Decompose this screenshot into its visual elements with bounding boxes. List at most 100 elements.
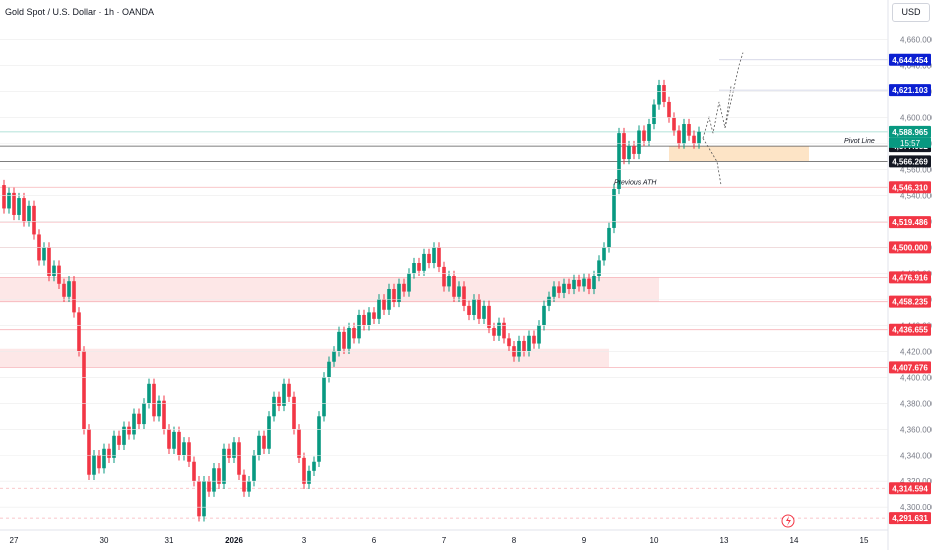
candle-body [617, 133, 621, 189]
candle-body [327, 361, 331, 378]
candle-body [362, 314, 366, 326]
candle-body [72, 281, 76, 313]
price-axis: 4,300.000 4,320.000 4,340.000 4,360.000 4,38… [0, 36, 932, 512]
price-badge-label: 4,546.310 [892, 183, 928, 192]
candle-body [672, 117, 676, 131]
candle-body [657, 85, 661, 105]
candle-body [407, 273, 411, 292]
candle-body [157, 400, 161, 417]
candle-body [182, 442, 186, 456]
candle-body [492, 327, 496, 336]
candle-body [422, 253, 426, 271]
x-tick-label: 2026 [225, 536, 243, 545]
candle-body [697, 131, 701, 144]
price-badge [889, 323, 931, 336]
projection-path [702, 86, 732, 139]
candle-body [622, 133, 626, 160]
candle-body [202, 481, 206, 517]
y-tick-label: 4,540.000 [900, 191, 932, 200]
annotation-label: Pivot Line [844, 138, 875, 145]
candle-body [537, 325, 541, 344]
candle-body [227, 448, 231, 458]
candle-body [207, 481, 211, 492]
candle-body [47, 247, 51, 276]
level-lines-layer [0, 59, 888, 519]
candle-body [82, 351, 86, 430]
candle-body [472, 299, 476, 315]
x-tick-label: 27 [10, 536, 19, 545]
price-badge-label: 4,458.235 [892, 298, 928, 307]
candle-body [92, 455, 96, 475]
candle-body [147, 383, 151, 404]
candle-body [687, 124, 691, 136]
candle-body [457, 286, 461, 297]
candle-body [212, 468, 216, 492]
candle-body [392, 288, 396, 302]
candle-body [502, 322, 506, 339]
candle-body [297, 429, 301, 458]
price-badge [889, 155, 931, 168]
candle-body [302, 457, 306, 484]
price-badge-label: 4,291.631 [892, 514, 928, 523]
annotation-label: Previous ATH [614, 179, 657, 186]
candle-body [652, 104, 656, 125]
annotation-layer: Previous ATH Pivot Line [614, 138, 875, 186]
candle-body [637, 130, 641, 154]
candle-body [312, 461, 316, 471]
candle-body [692, 135, 696, 144]
price-badge [889, 181, 931, 194]
candle-body [42, 247, 46, 261]
candle-body [342, 331, 346, 349]
candle-body [477, 299, 481, 319]
countdown-label: 15:57 [900, 139, 921, 148]
price-badge-label: 4,407.676 [892, 363, 928, 372]
price-badge-label: 4,621.103 [892, 86, 928, 95]
candle-body [547, 296, 551, 306]
candle-body [517, 340, 521, 357]
price-badge [889, 482, 931, 495]
candle-body [632, 146, 636, 154]
candle-body [132, 413, 136, 435]
symbol-title: Gold Spot / U.S. Dollar · 1h · OANDA [5, 7, 155, 17]
candle-body [402, 283, 406, 292]
candle-body [437, 247, 441, 267]
projection-path [724, 52, 744, 129]
candle-body [57, 265, 61, 284]
y-tick-label: 4,300.000 [900, 503, 932, 512]
candle-body [97, 455, 101, 469]
price-badge [889, 216, 931, 229]
y-tick-label: 4,380.000 [900, 399, 932, 408]
y-tick-label: 4,420.000 [900, 347, 932, 356]
candle-body [627, 146, 631, 160]
x-tick-label: 10 [650, 536, 659, 545]
candle-body [572, 279, 576, 289]
x-tick-label: 3 [302, 536, 307, 545]
candle-body [17, 198, 21, 215]
extras-layer [781, 514, 795, 528]
candle-body [452, 276, 456, 297]
candle-body [427, 253, 431, 264]
price-badges: 4,644.4544,621.1034,588.9654,577.9824,56… [889, 53, 931, 525]
price-badge-label: 4,644.454 [892, 56, 928, 65]
price-badge-label: 4,436.655 [892, 326, 928, 335]
lightning-bolt [786, 516, 791, 526]
x-tick-label: 15 [860, 536, 869, 545]
candle-body [372, 312, 376, 319]
candle-body [467, 305, 471, 315]
y-tick-label: 4,340.000 [900, 451, 932, 460]
candle-body [567, 283, 571, 289]
candle-body [507, 338, 511, 347]
x-tick-label: 8 [512, 536, 517, 545]
candle-body [592, 276, 596, 289]
candle-body [127, 426, 131, 435]
price-badge [889, 512, 931, 525]
candle-body [552, 286, 556, 297]
candle-body [112, 435, 116, 458]
price-badge [889, 53, 931, 66]
currency-badge[interactable]: USD [892, 3, 930, 22]
price-badge-label: 4,588.965 [892, 128, 928, 137]
x-tick-label: 31 [165, 536, 174, 545]
price-badge [889, 125, 931, 138]
candle-body [497, 322, 501, 336]
